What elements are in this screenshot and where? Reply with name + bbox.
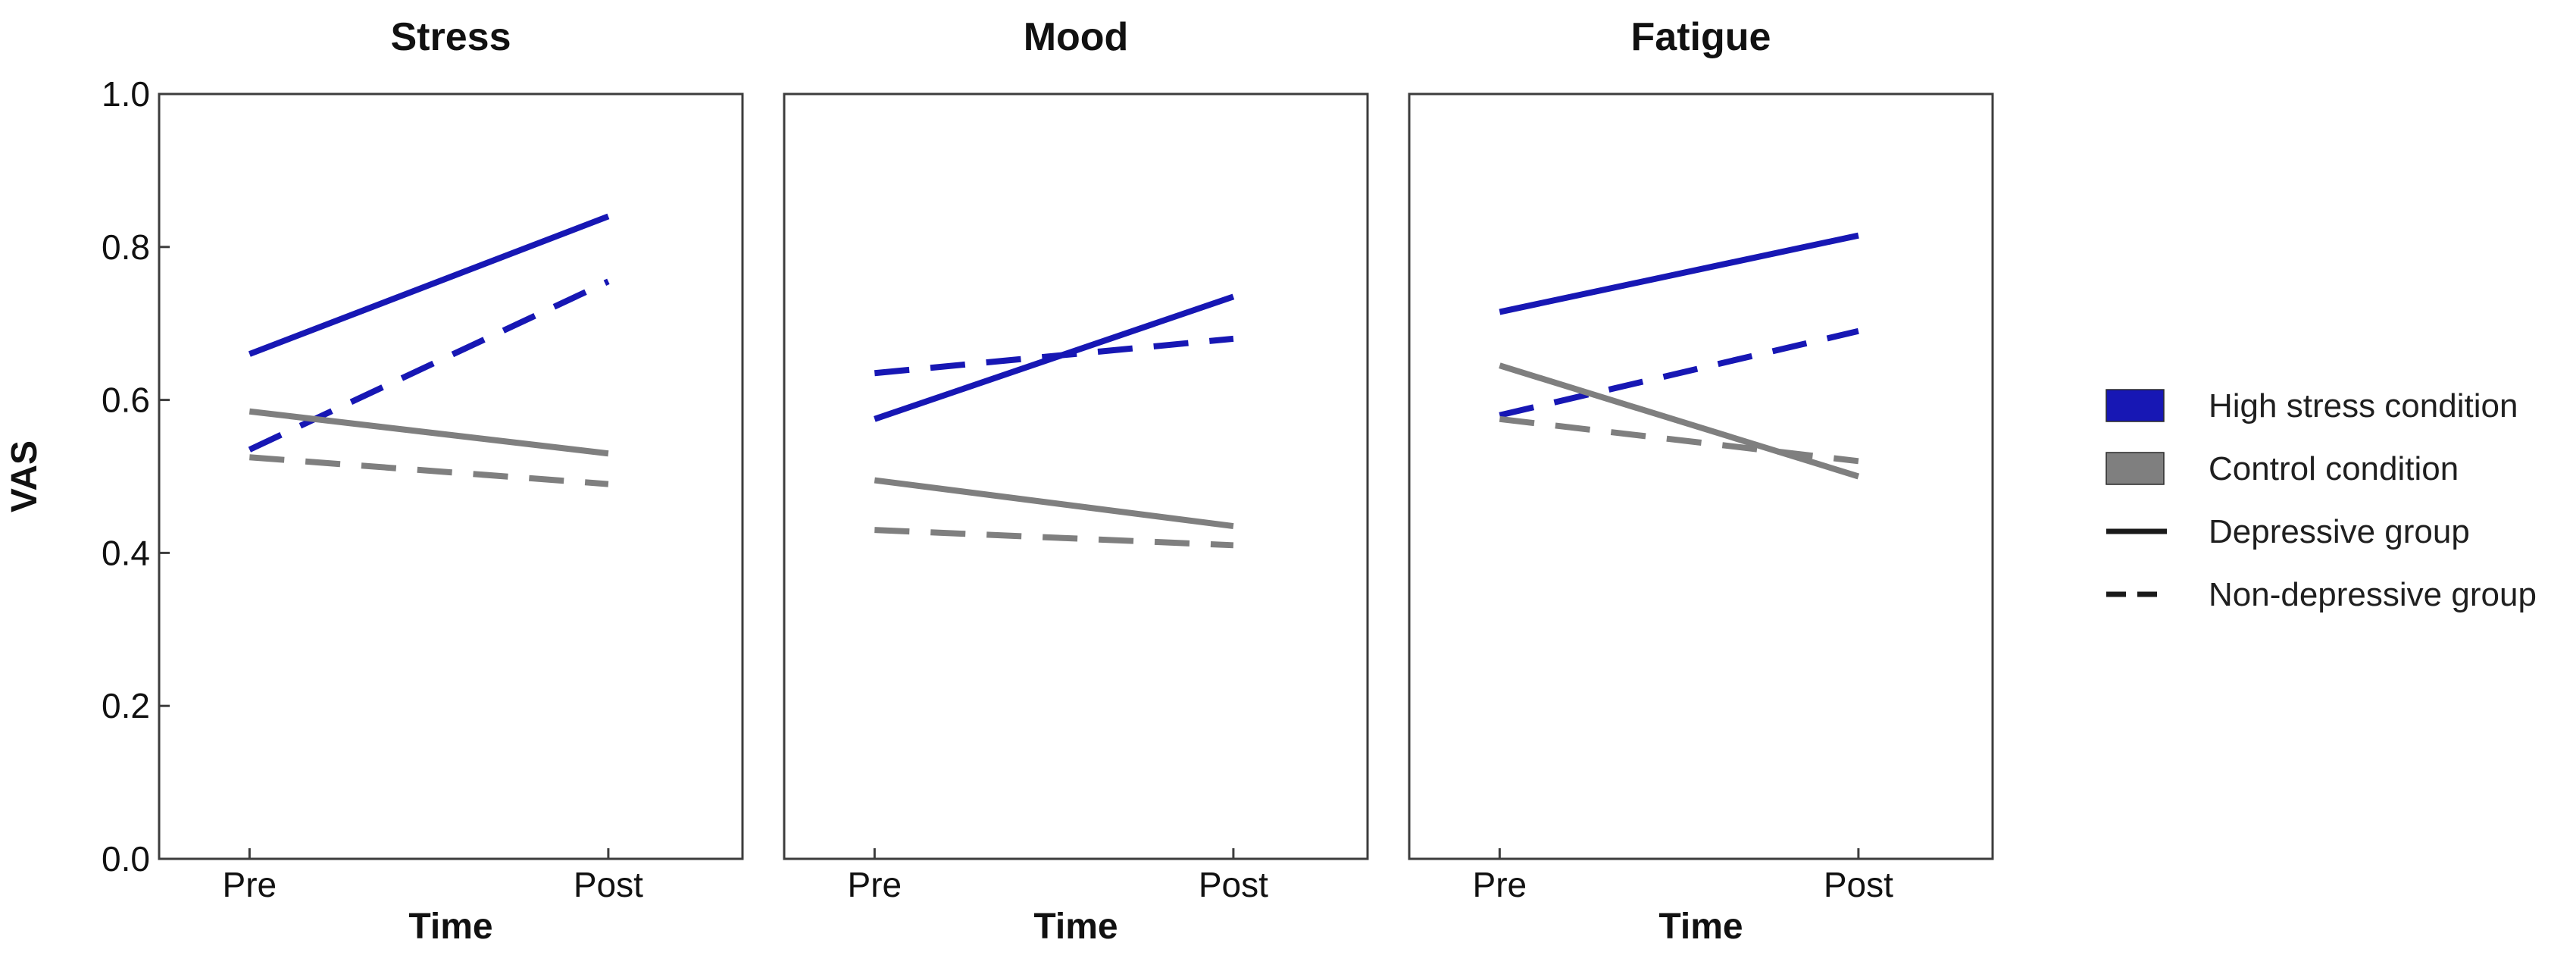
y-tick-label-1.0: 1.0 bbox=[102, 74, 150, 114]
panel-frame-stress bbox=[158, 92, 744, 860]
panel-title-fatigue: Fatigue bbox=[1631, 15, 1771, 59]
line-control-solid-fatigue bbox=[1499, 362, 1860, 480]
legend-label-non-depressive-group: Non-depressive group bbox=[2209, 576, 2537, 613]
line-high-stress-dashed-fatigue bbox=[1499, 327, 1859, 418]
line-control-dashed-stress bbox=[249, 454, 609, 487]
legend-label-high-stress-condition: High stress condition bbox=[2209, 387, 2518, 424]
legend-item-depressive-group: Depressive group bbox=[2106, 513, 2470, 550]
x-tick-label-pre-fatigue: Pre bbox=[1473, 865, 1527, 904]
legend-label-control-condition: Control condition bbox=[2209, 450, 2459, 487]
legend-swatch-high-stress-condition bbox=[2106, 389, 2165, 422]
x-tick-label-post-mood: Post bbox=[1199, 865, 1268, 904]
line-control-dashed-fatigue bbox=[1499, 415, 1859, 465]
legend-label-depressive-group: Depressive group bbox=[2209, 513, 2470, 550]
legend: High stress condition Control condition De… bbox=[2106, 387, 2537, 613]
x-tick-label-post-stress: Post bbox=[574, 865, 643, 904]
panel-fatigue: Fatigue Pre Post Time bbox=[1408, 15, 1994, 947]
y-tick-label-0.0: 0.0 bbox=[102, 839, 150, 879]
panel-frame-fatigue bbox=[1408, 92, 1994, 860]
y-tick-label-0.4: 0.4 bbox=[102, 533, 150, 572]
y-tick-label-0.6: 0.6 bbox=[102, 381, 150, 420]
line-control-solid-mood bbox=[874, 477, 1234, 530]
panel-frame-mood bbox=[783, 92, 1369, 860]
x-tick-label-pre-stress: Pre bbox=[223, 865, 277, 904]
x-axis-label-stress: Time bbox=[408, 907, 492, 947]
line-high-stress-dashed-mood bbox=[874, 335, 1234, 377]
panel-title-stress: Stress bbox=[391, 15, 511, 59]
y-axis-label: VAS bbox=[5, 440, 45, 512]
x-axis-label-fatigue: Time bbox=[1658, 907, 1743, 947]
panel-mood: Mood Pre Post Time bbox=[783, 15, 1369, 947]
legend-item-control-condition: Control condition bbox=[2106, 450, 2459, 487]
line-high-stress-solid-stress bbox=[248, 213, 610, 357]
line-high-stress-solid-fatigue bbox=[1499, 232, 1859, 315]
line-control-dashed-mood bbox=[874, 527, 1234, 549]
legend-item-high-stress-condition: High stress condition bbox=[2106, 387, 2518, 424]
x-tick-label-post-fatigue: Post bbox=[1824, 865, 1893, 904]
line-high-stress-dashed-stress bbox=[248, 278, 610, 453]
legend-item-non-depressive-group: Non-depressive group bbox=[2106, 576, 2537, 613]
line-control-solid-stress bbox=[249, 408, 609, 457]
panel-title-mood: Mood bbox=[1024, 15, 1129, 59]
x-axis-label-mood: Time bbox=[1033, 907, 1118, 947]
legend-swatch-control-condition bbox=[2106, 452, 2165, 485]
y-tick-label-0.2: 0.2 bbox=[102, 686, 150, 725]
panel-stress: Stress Pre Post Time 0.0 0.2 0.4 0.6 0.8 1.0 bbox=[102, 15, 744, 947]
y-tick-label-0.8: 0.8 bbox=[102, 227, 150, 267]
x-tick-label-pre-mood: Pre bbox=[848, 865, 902, 904]
